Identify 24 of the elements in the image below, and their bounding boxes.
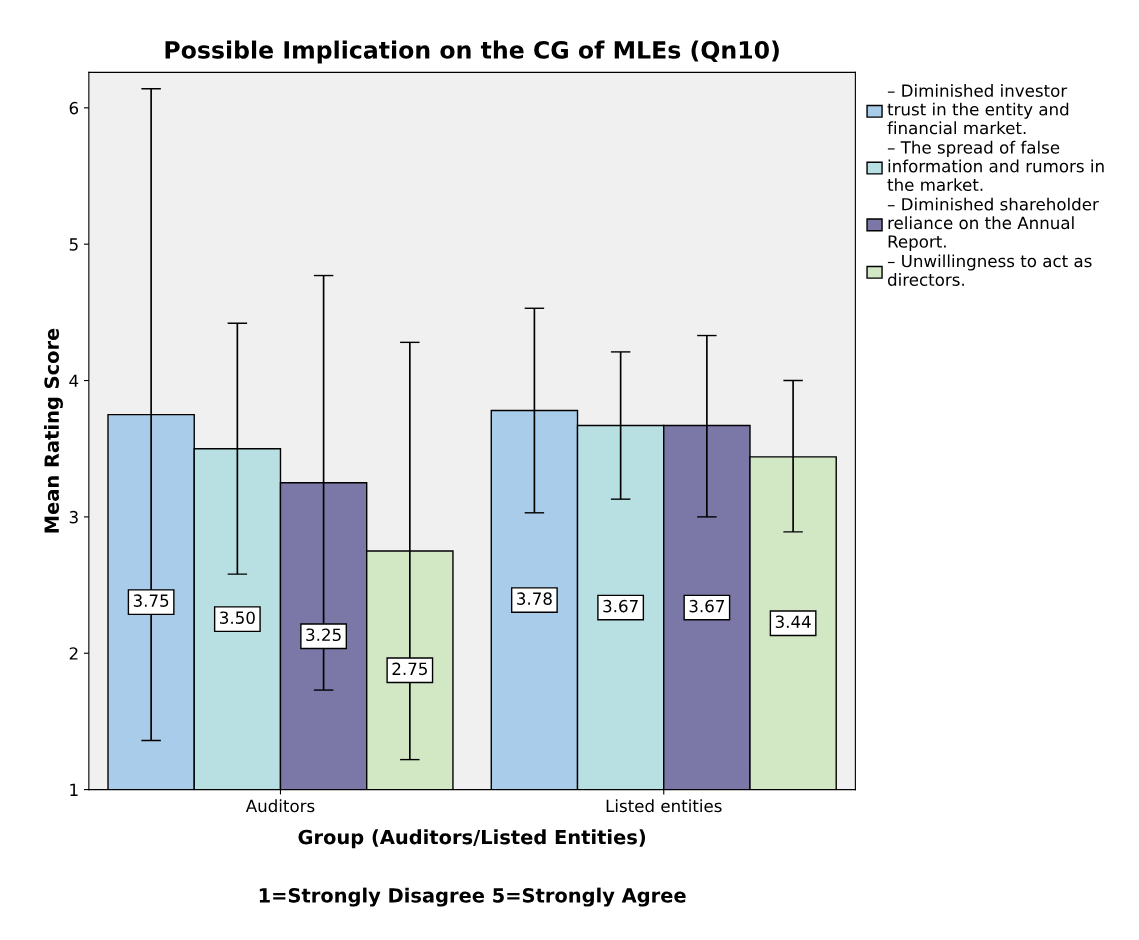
y-tick-label: 5 xyxy=(69,238,78,251)
x-tick-label: Auditors xyxy=(245,799,315,813)
y-axis-title: Mean Rating Score xyxy=(43,328,63,533)
y-tick-label: 6 xyxy=(69,101,79,115)
data-label: 2.75 xyxy=(392,662,427,676)
data-label: 3.67 xyxy=(689,599,724,613)
chart-title: Possible Implication on the CG of MLEs (Qn10) xyxy=(165,40,779,64)
data-label: 3.78 xyxy=(517,592,552,605)
data-label: 3.50 xyxy=(220,611,255,624)
y-tick-label: 4 xyxy=(69,374,79,387)
legend-label: – Unwillingness to act as directors. xyxy=(887,254,1092,286)
data-label: 3.75 xyxy=(133,594,169,607)
data-label: 3.67 xyxy=(603,599,638,613)
text: 1=Strongly Disagree 5=Strongly Agree xyxy=(259,887,686,907)
y-tick-label: 1 xyxy=(70,783,78,796)
legend-label: – The spread of false information and rumors in the market. xyxy=(887,140,1104,192)
x-axis-title: Group (Auditors/Listed Entities) xyxy=(298,829,646,849)
data-label: 3.44 xyxy=(775,615,811,629)
legend-label: – Diminished shareholder reliance on the Annual Report. xyxy=(887,197,1099,252)
legend-label: – Diminished investor trust in the entity and financial market. xyxy=(887,84,1069,135)
y-tick-label: 3 xyxy=(69,510,78,524)
data-label: 3.25 xyxy=(306,628,341,642)
y-tick-label: 2 xyxy=(69,647,78,660)
x-tick-label: Listed entities xyxy=(606,799,722,813)
